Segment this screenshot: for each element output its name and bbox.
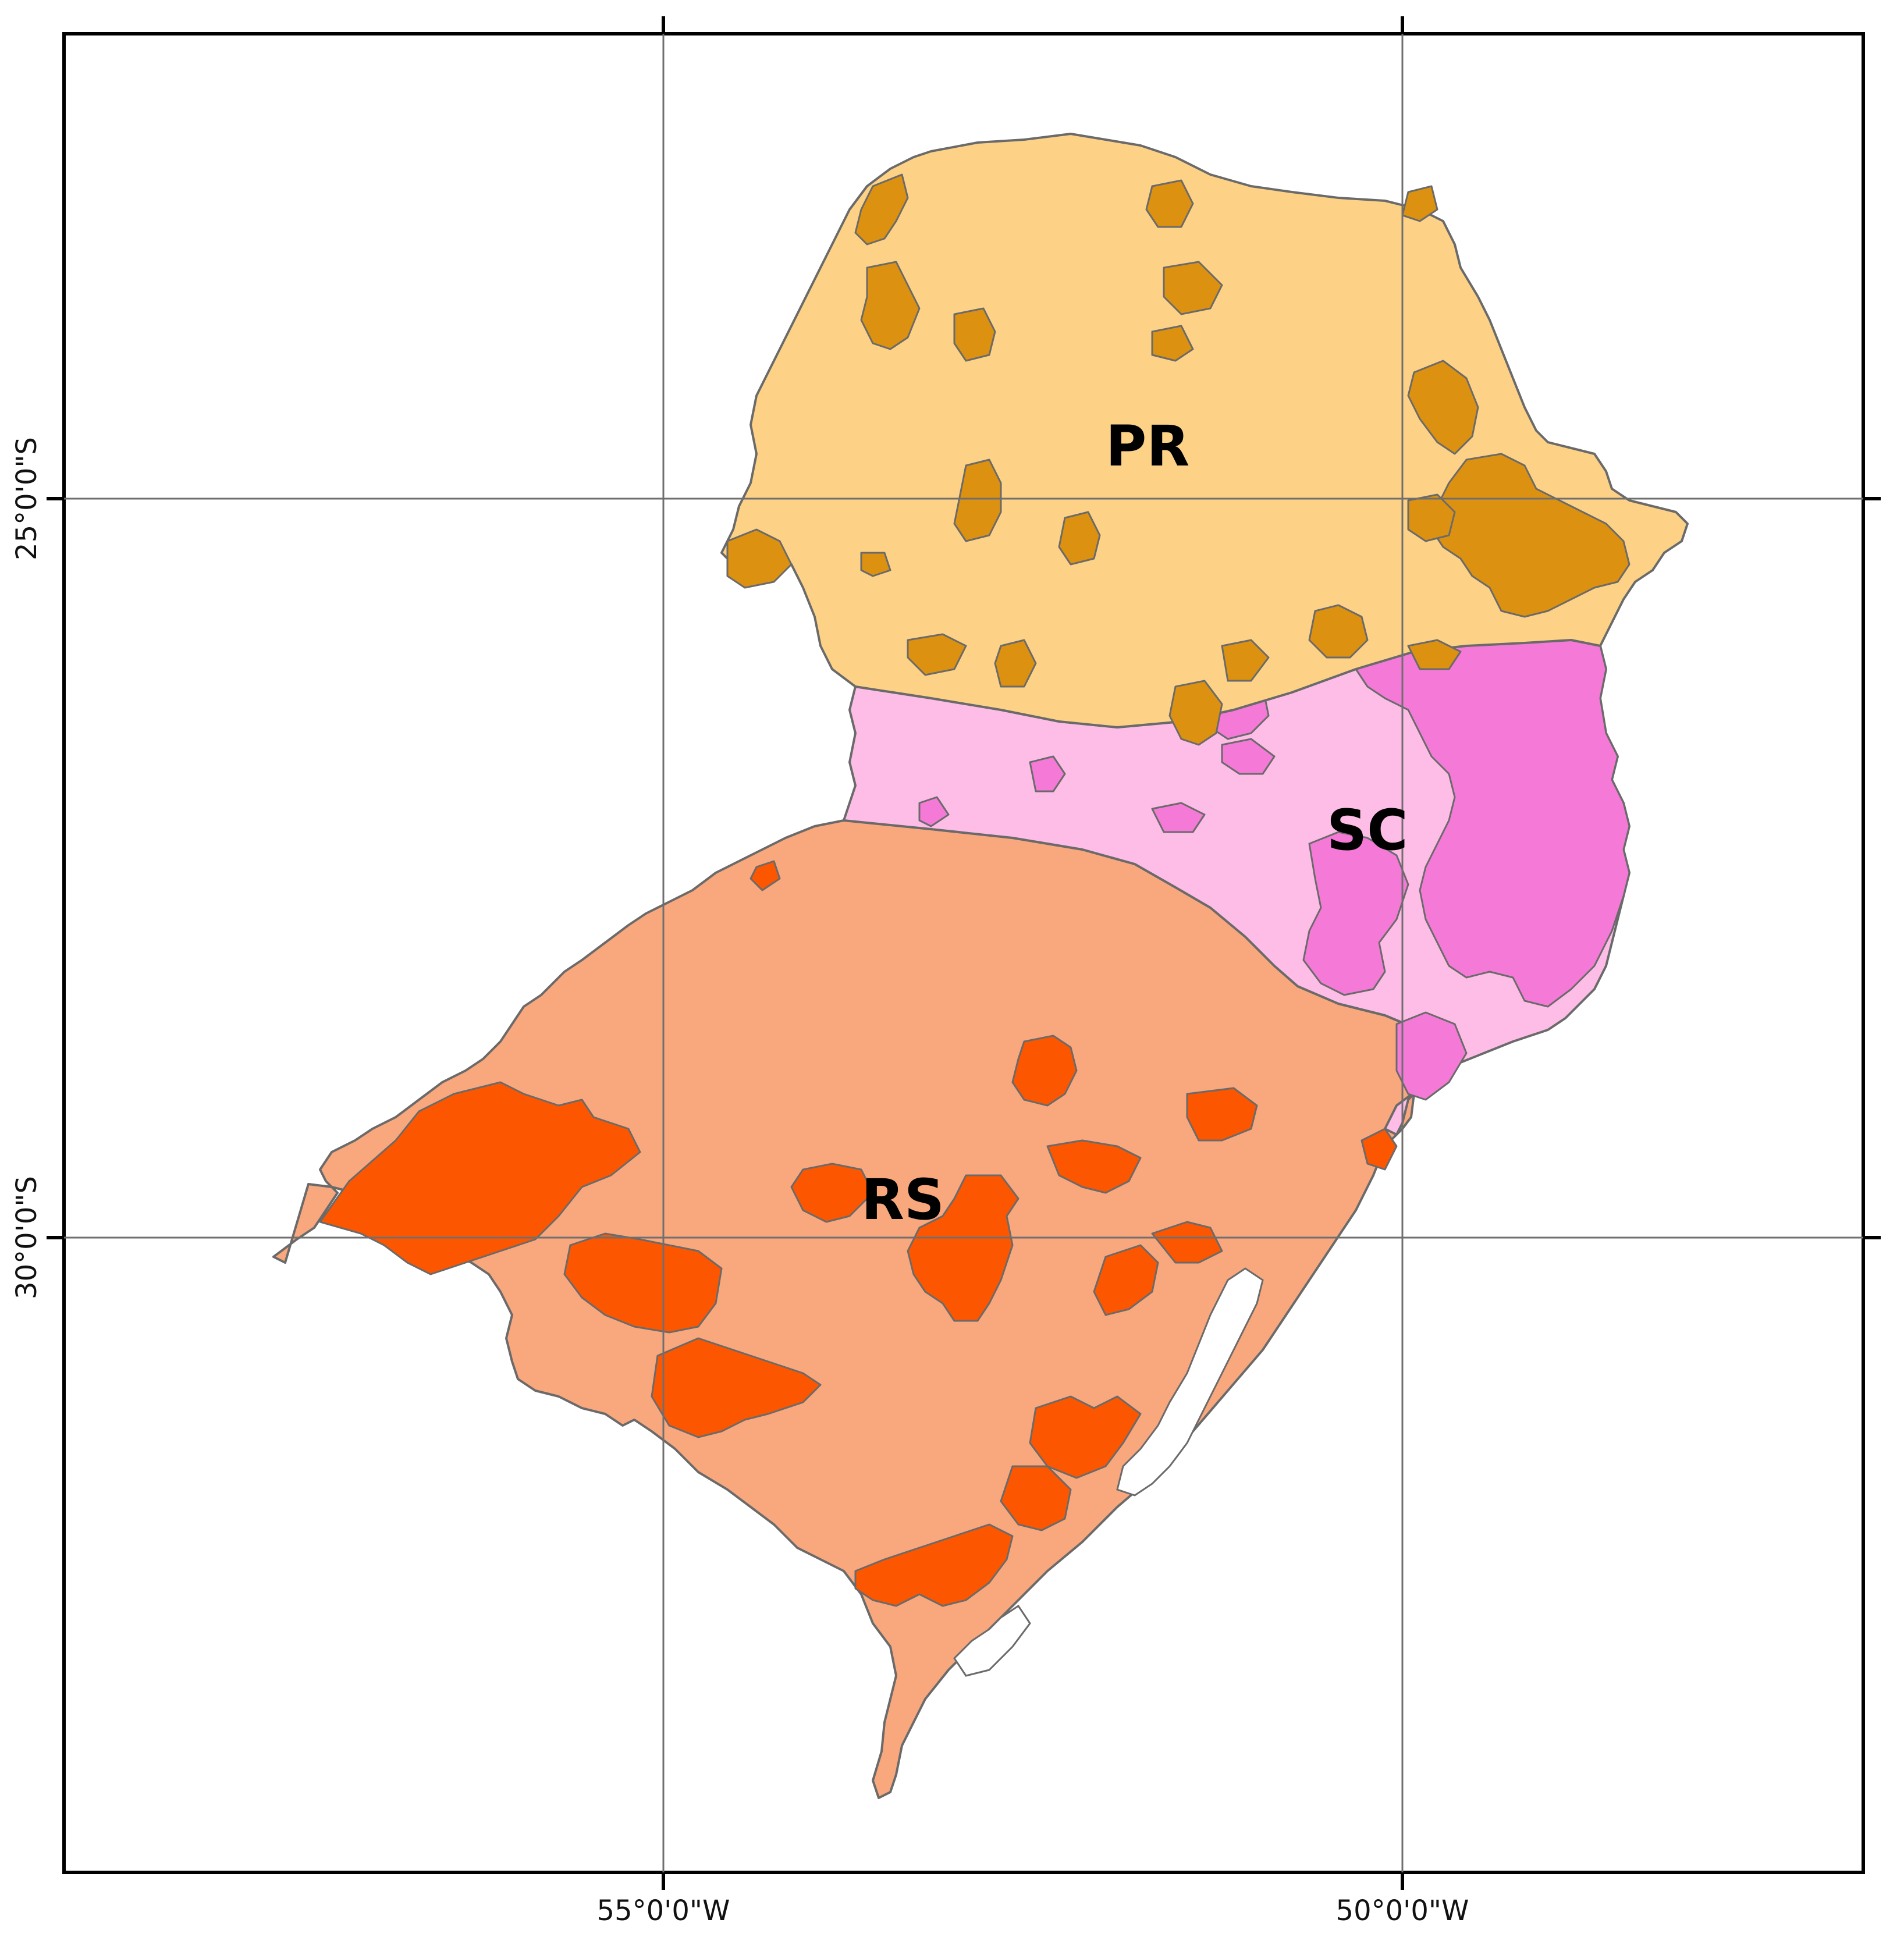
state-pr [720,133,1689,746]
rs-municipality [563,1232,723,1334]
pr-municipality [1407,639,1462,670]
rs-municipality [1011,1035,1078,1107]
pr-municipality [953,307,996,362]
rs-municipality [1046,1139,1142,1194]
rs-municipality [319,1081,641,1275]
pr-municipality [1145,179,1194,228]
rs-municipality [1151,1221,1223,1264]
sc-municipality [1395,1011,1468,1101]
pr-municipality [860,261,921,350]
pr-municipality [1151,325,1194,362]
state-rs [272,819,1438,1799]
sc-municipality [1151,802,1206,833]
state-sc [843,639,1631,1136]
lon-label-50w: 50°0'0"W [1336,1895,1469,1927]
pr-municipality [1308,604,1369,659]
pr-municipality [860,552,891,577]
rs-municipality [1000,1465,1072,1531]
pr-municipality [907,633,967,676]
state-label-sc: SC [1327,798,1408,863]
pr-municipality [726,528,793,589]
rs-municipality [1093,1244,1159,1316]
rs-municipality [907,1174,1020,1322]
lon-label-55w: 55°0'0"W [597,1895,730,1927]
rs-municipality [1029,1395,1142,1479]
lagoa-mirim [953,1604,1031,1677]
pr-municipality [1407,360,1479,455]
rs-municipality [651,1337,822,1438]
lat-label-30s: 30°0'0"S [10,1176,43,1299]
pr-municipality [1168,680,1223,746]
sc-municipality [1029,755,1066,792]
lagoa-dos-patos [1116,1267,1264,1497]
sc-municipality [1302,831,1409,996]
sc-municipality [1221,738,1276,775]
rs-municipality [1186,1087,1258,1142]
sc-municipality [1355,639,1631,1008]
pr-municipality [994,639,1037,688]
pr-municipality [1401,185,1438,222]
rs-municipality [790,1163,874,1223]
pr-municipality [854,173,909,246]
pr-municipality [1221,639,1270,682]
lat-label-25s: 25°0'0"S [10,437,43,560]
pr-municipality [1430,453,1631,618]
state-label-rs: RS [861,1167,944,1232]
sc-municipality [918,796,950,827]
rs-municipality [749,860,781,891]
pr-municipality [1163,261,1223,315]
state-pr-area [720,133,1689,728]
pr-municipality [1058,511,1101,566]
pr-municipality [953,459,1002,542]
pr-municipality [1407,493,1456,542]
state-label-pr: PR [1106,414,1189,479]
rs-municipality [1360,1128,1398,1171]
rs-municipality [854,1523,1014,1607]
